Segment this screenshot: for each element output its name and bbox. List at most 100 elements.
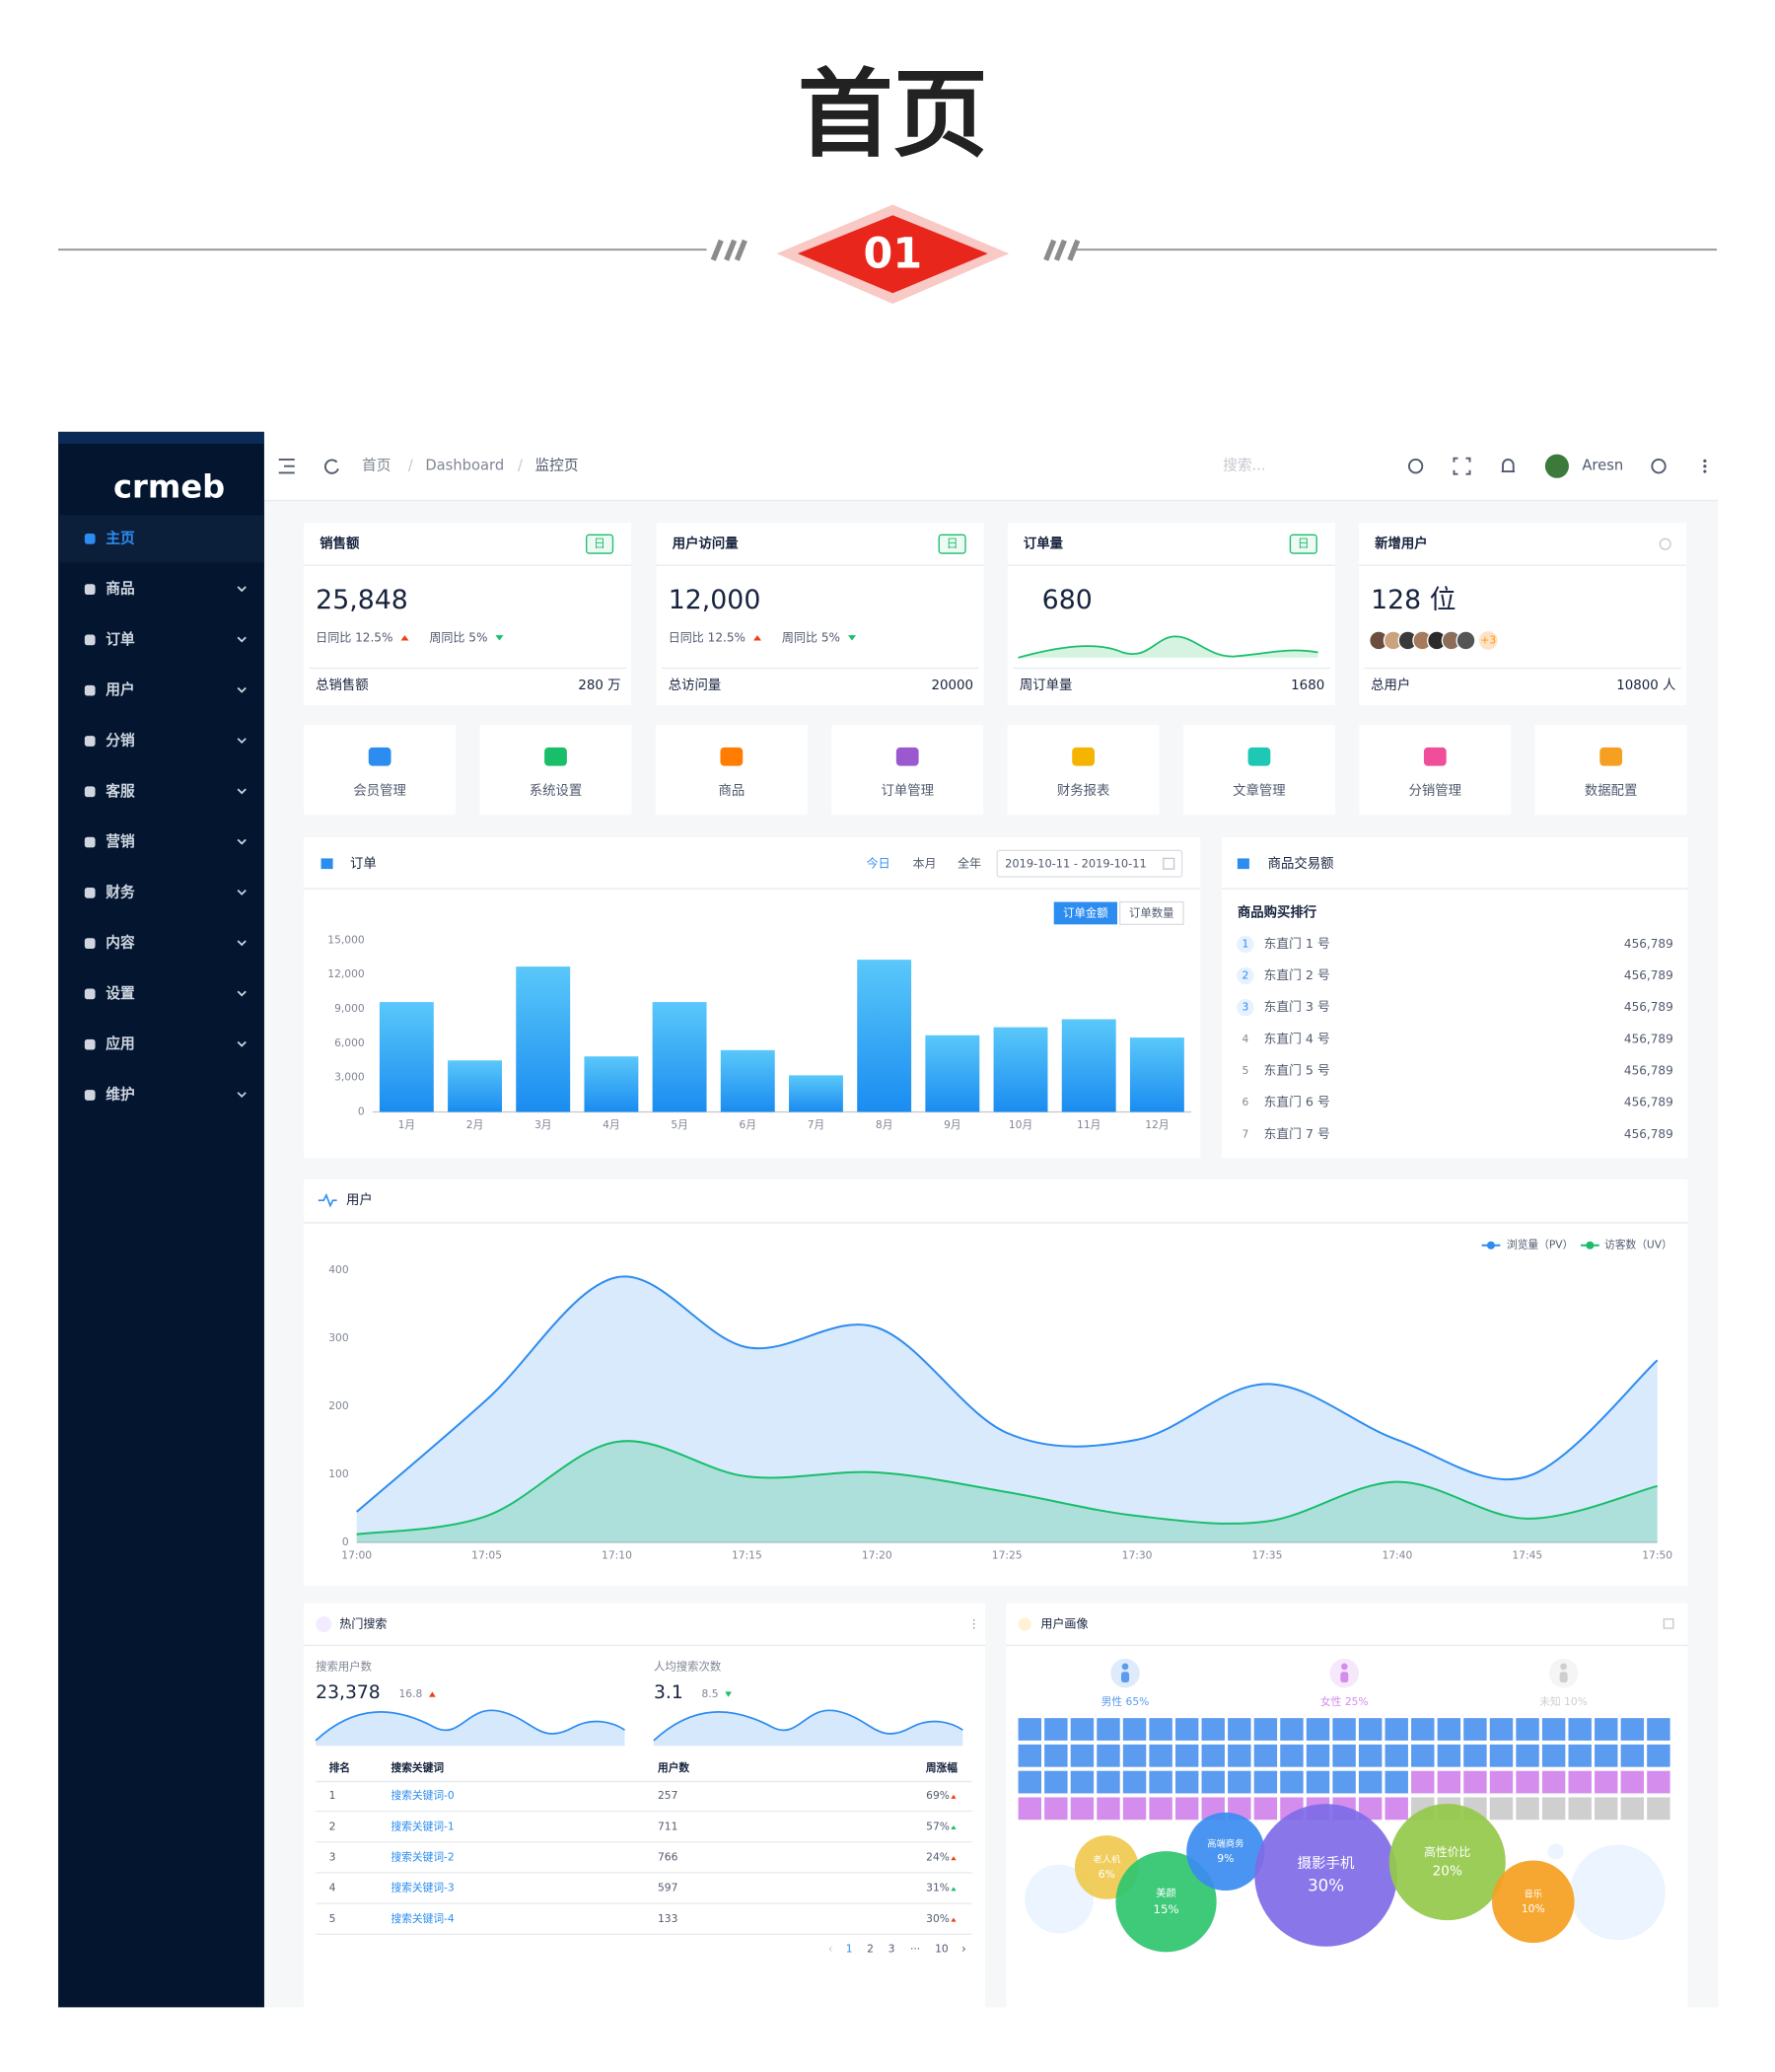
menu-item[interactable]: 维护 xyxy=(106,1085,134,1103)
avatar[interactable] xyxy=(1544,454,1569,478)
menu-item[interactable]: 内容 xyxy=(106,934,135,952)
date-picker[interactable] xyxy=(996,849,1183,878)
menu-item[interactable]: 营销 xyxy=(106,832,135,850)
tab[interactable]: 今日 xyxy=(867,855,890,870)
page-item[interactable]: 2 xyxy=(867,1942,874,1955)
more[interactable] xyxy=(1703,464,1707,468)
waffle-cell xyxy=(1332,1744,1356,1767)
menu-item[interactable]: 主页 xyxy=(106,529,135,546)
breadcrumb[interactable]: 监控页 xyxy=(534,458,578,474)
page-item[interactable]: 1 xyxy=(846,1942,853,1955)
more[interactable] xyxy=(1703,469,1707,473)
nav-label[interactable]: 分销管理 xyxy=(1409,783,1462,799)
nav-tile[interactable] xyxy=(1007,725,1160,816)
rank-value: 456,789 xyxy=(1624,937,1673,951)
waffle-cell xyxy=(1568,1797,1592,1821)
waffle-cell xyxy=(1097,1797,1120,1821)
menu-item[interactable]: 分销 xyxy=(106,731,135,749)
table-cell[interactable]: 搜索关键词-2 xyxy=(391,1851,455,1864)
bubble-name: 音乐 xyxy=(1524,1888,1542,1899)
more[interactable] xyxy=(1703,459,1707,463)
waffle-cell xyxy=(1620,1744,1645,1767)
bar xyxy=(1129,1037,1184,1112)
user-name[interactable]: Aresn xyxy=(1582,458,1623,474)
table-cell[interactable]: 搜索关键词-4 xyxy=(391,1912,455,1925)
table-cell: 69% xyxy=(926,1789,950,1802)
waffle-cell xyxy=(1253,1770,1278,1794)
waffle-cell xyxy=(1620,1797,1645,1821)
menu-item[interactable]: 商品 xyxy=(106,580,134,598)
fullscreen[interactable] xyxy=(1453,457,1471,475)
waffle-cell xyxy=(1620,1718,1645,1741)
metric-label: 搜索用户数 xyxy=(316,1659,372,1673)
tab[interactable]: 本月 xyxy=(912,856,936,870)
x-tick-label: 5月 xyxy=(671,1118,688,1131)
table-cell[interactable]: 搜索关键词-1 xyxy=(391,1820,455,1832)
card-footer-label: 周订单量 xyxy=(1020,678,1073,693)
menu-icon xyxy=(84,786,96,798)
page-item[interactable]: ··· xyxy=(910,1942,920,1955)
breadcrumb[interactable]: 首页 xyxy=(362,458,390,474)
menu-item[interactable]: 订单 xyxy=(106,630,135,648)
x-tick-label: 9月 xyxy=(944,1118,961,1131)
nav-tile[interactable] xyxy=(831,725,984,816)
panel-icon xyxy=(1018,1617,1031,1631)
nav-icon xyxy=(1247,747,1271,766)
nav-tile[interactable] xyxy=(304,725,457,816)
table-cell[interactable]: 搜索关键词-0 xyxy=(391,1789,455,1802)
notifications[interactable] xyxy=(1501,459,1516,472)
menu-item[interactable]: 客服 xyxy=(105,782,135,800)
card-value: 25,848 xyxy=(316,585,408,615)
nav-label[interactable]: 数据配置 xyxy=(1585,783,1638,799)
menu-item[interactable]: 财务 xyxy=(106,883,135,900)
rank: 7 xyxy=(1242,1127,1248,1140)
table-cell[interactable]: 搜索关键词-3 xyxy=(391,1882,455,1894)
menu-toggle[interactable] xyxy=(278,459,295,474)
nav-tile[interactable] xyxy=(655,725,808,816)
more: ⋮ xyxy=(968,1617,980,1631)
nav-label[interactable]: 文章管理 xyxy=(1233,782,1286,799)
nav-label[interactable]: 订单管理 xyxy=(881,783,934,799)
x-tick-label: 10月 xyxy=(1009,1118,1032,1131)
search-input[interactable]: 搜索... xyxy=(1223,458,1265,474)
nav-tile[interactable] xyxy=(1359,725,1512,816)
tag xyxy=(586,534,614,554)
waffle-cell xyxy=(1018,1744,1042,1767)
nav-tile[interactable] xyxy=(1182,725,1335,816)
waffle-cell xyxy=(1463,1744,1487,1767)
breadcrumb[interactable]: Dashboard xyxy=(425,458,504,474)
bubble xyxy=(1186,1812,1265,1891)
waffle-cell xyxy=(1306,1718,1330,1741)
page-prev[interactable]: ‹ xyxy=(828,1942,833,1956)
waffle-cell xyxy=(1384,1718,1408,1741)
refresh[interactable] xyxy=(324,459,339,474)
rank-name: 东直门 2 号 xyxy=(1264,967,1330,982)
page-item[interactable]: 10 xyxy=(935,1942,949,1955)
nav-tile[interactable] xyxy=(1534,725,1687,816)
chevron xyxy=(237,940,247,947)
menu-item[interactable]: 应用 xyxy=(106,1035,134,1052)
nav-label[interactable]: 会员管理 xyxy=(353,783,406,799)
nav-label[interactable]: 系统设置 xyxy=(530,783,583,799)
table-header: 搜索关键词 xyxy=(391,1761,445,1774)
tab[interactable]: 全年 xyxy=(958,855,981,870)
toggle[interactable] xyxy=(1119,900,1184,926)
icon[interactable] xyxy=(1407,459,1424,474)
nav-label[interactable]: 商品 xyxy=(718,783,745,799)
nav-tile[interactable] xyxy=(479,725,632,816)
breadcrumb-separator: / xyxy=(518,458,523,474)
page-item[interactable]: 3 xyxy=(888,1942,895,1955)
language[interactable] xyxy=(1651,459,1667,474)
page-next[interactable]: › xyxy=(961,1942,966,1956)
nav-label[interactable]: 财务报表 xyxy=(1057,783,1110,799)
menu-item[interactable]: 设置 xyxy=(106,985,135,1002)
toggle-active[interactable] xyxy=(1053,901,1117,925)
table-cell: 1 xyxy=(329,1789,336,1802)
menu-item[interactable]: 用户 xyxy=(106,680,134,698)
waffle-cell xyxy=(1122,1744,1147,1767)
week-compare: 周同比 5% xyxy=(429,630,487,644)
card-title: 销售额 xyxy=(320,536,360,552)
rank-badge xyxy=(1237,966,1254,985)
waffle-cell xyxy=(1437,1744,1461,1767)
